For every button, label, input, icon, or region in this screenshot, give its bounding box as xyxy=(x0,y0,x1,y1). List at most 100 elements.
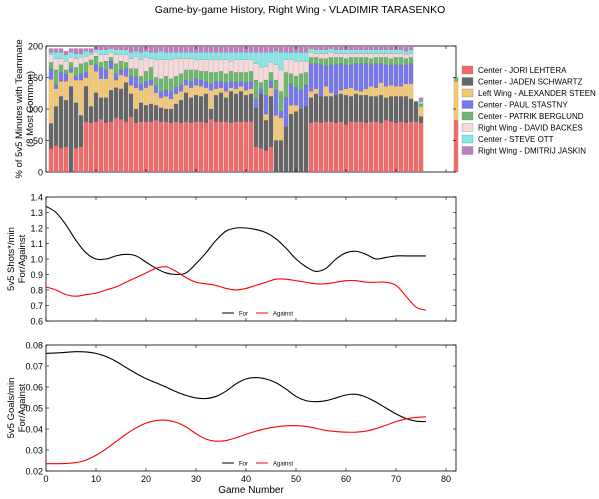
bar-segment-game-17-series-2 xyxy=(128,84,134,94)
bar-segment-game-5-series-1 xyxy=(68,86,74,173)
bar-segment-game-10-series-6 xyxy=(93,49,99,53)
bar-segment-game-21-series-4 xyxy=(148,67,154,81)
series-line-against xyxy=(45,266,427,311)
legend-swatch-0 xyxy=(461,65,474,75)
bar-segment-game-40-series-3 xyxy=(243,82,249,91)
bar-segment-game-3-series-3 xyxy=(58,72,64,82)
bar-segment-game-24-series-1 xyxy=(163,108,169,122)
bar-segment-game-63-series-2 xyxy=(358,91,364,96)
bar-segment-game-5-series-3 xyxy=(68,68,74,73)
bar-segment-game-61-series-5 xyxy=(348,53,354,58)
bar-segment-game-70-series-2 xyxy=(393,86,399,97)
bar-segment-game-23-series-5 xyxy=(158,59,164,79)
bar-segment-game-54-series-3 xyxy=(313,63,319,89)
bar-segment-game-22-series-2 xyxy=(153,92,159,106)
bar-segment-game-11-series-0 xyxy=(98,119,104,173)
bar-segment-game-12-series-4 xyxy=(103,61,109,71)
bar-segment-game-20-series-3 xyxy=(143,81,149,88)
bar-segment-game-47-series-3 xyxy=(278,111,284,118)
bar-segment-game-44-series-7 xyxy=(263,45,269,53)
bar-segment-game-8-series-0 xyxy=(83,121,89,173)
bar-segment-game-34-series-7 xyxy=(213,45,219,53)
bar-segment-game-54-series-1 xyxy=(313,93,319,122)
bar-segment-game-71-series-4 xyxy=(398,57,404,65)
bar-segment-game-62-series-5 xyxy=(353,53,359,58)
bar-segment-game-21-series-5 xyxy=(148,58,154,68)
legend-swatch-4 xyxy=(461,111,474,121)
bar-segment-game-59-series-7 xyxy=(338,45,344,50)
y-tick-label: 150 xyxy=(28,73,43,83)
bar-segment-game-15-series-1 xyxy=(118,88,124,120)
bar-segment-game-19-series-1 xyxy=(138,102,144,122)
panel-goals: 0.02 0.03 0.04 0.05 0.06 0.07 0.08 0 10 20 30 40 50… xyxy=(6,46,457,496)
bar-segment-game-38-series-1 xyxy=(233,93,239,122)
bar-segment-game-28-series-0 xyxy=(183,121,189,173)
panel-shots-y-ticks: 0.6 0.7 0.8 0.9 1.0 1.1 1.2 1.3 1.4 xyxy=(30,193,456,327)
x-tick-label: 70 xyxy=(391,474,401,484)
bar-segment-game-58-series-1 xyxy=(333,95,339,123)
bar-segment-game-23-series-2 xyxy=(158,97,164,108)
bar-segment-game-74-series-1 xyxy=(413,101,419,122)
bar-segment-game-50-series-1 xyxy=(293,111,299,173)
bar-segment-game-52-series-6 xyxy=(303,52,309,62)
bar-segment-game-14-series-1 xyxy=(113,87,119,118)
bar-segment-game-40-series-6 xyxy=(243,52,249,60)
bar-segment-game-58-series-5 xyxy=(333,53,339,58)
bar-segment-game-39-series-4 xyxy=(238,72,244,82)
y-tick-label: 0.02 xyxy=(25,467,43,477)
bar-segment-game-38-series-6 xyxy=(233,52,239,60)
bar-segment-game-73-series-5 xyxy=(408,53,414,58)
bar-segment-game-12-series-0 xyxy=(103,122,109,173)
bar-segment-game-29-series-2 xyxy=(188,87,194,98)
bar-segment-game-4-series-6 xyxy=(63,54,69,62)
bar-segment-game-61-series-4 xyxy=(348,57,354,65)
bar-segment-game-72-series-3 xyxy=(403,64,409,84)
bar-segment-game-11-series-4 xyxy=(98,62,104,68)
bar-segment-game-46-series-2 xyxy=(273,115,279,141)
x-tick-label: 50 xyxy=(291,474,301,484)
bar-segment-game-27-series-5 xyxy=(178,58,184,74)
bar-segment-game-17-series-6 xyxy=(128,52,134,59)
bar-segment-game-36-series-7 xyxy=(223,45,229,53)
bar-segment-game-48-series-3 xyxy=(283,97,289,127)
bar-segment-game-9-series-4 xyxy=(88,59,94,65)
bar-segment-game-52-series-1 xyxy=(303,106,309,173)
bar-segment-game-9-series-7 xyxy=(88,48,94,53)
bar-segment-game-59-series-6 xyxy=(338,49,344,54)
bar-segment-game-11-series-3 xyxy=(98,67,104,79)
bar-segment-game-4-series-4 xyxy=(63,69,69,74)
bar-segment-game-46-series-3 xyxy=(273,90,279,116)
bar-segment-game-22-series-3 xyxy=(153,86,159,93)
bar-segment-game-57-series-0 xyxy=(328,121,334,173)
legend-label-against: Against xyxy=(273,312,293,318)
bar-segment-game-75-series-6 xyxy=(418,101,424,105)
bar-segment-game-64-series-6 xyxy=(363,49,369,54)
bar-segment-game-38-series-2 xyxy=(233,88,239,94)
bar-segment-game-21-series-7 xyxy=(148,45,154,53)
bar-segment-game-35-series-2 xyxy=(218,87,224,93)
legend-swatch-2 xyxy=(461,88,474,98)
bar-segment-game-57-series-4 xyxy=(328,57,334,65)
bar-segment-game-39-series-3 xyxy=(238,81,244,87)
bar-segment-game-8-series-1 xyxy=(83,86,89,122)
bar-segment-game-46-series-7 xyxy=(273,45,279,52)
bar-segment-game-57-series-5 xyxy=(328,52,334,58)
bar-segment-game-46-series-6 xyxy=(273,50,279,65)
bar-segment-game-45-series-6 xyxy=(268,52,274,63)
bar-segment-game-9-series-1 xyxy=(88,106,94,123)
bar-segment-game-32-series-7 xyxy=(203,45,209,53)
bar-segment-game-33-series-1 xyxy=(208,108,214,120)
bar-segment-game-55-series-0 xyxy=(318,122,324,173)
bar-segment-game-36-series-0 xyxy=(223,121,229,173)
bar-segment-game-64-series-0 xyxy=(363,122,369,173)
bar-segment-game-42-series-5 xyxy=(253,63,259,81)
bar-segment-game-2-series-1 xyxy=(53,106,59,146)
bar-segment-game-39-series-2 xyxy=(238,86,244,92)
bar-segment-game-26-series-3 xyxy=(173,87,179,94)
panel-goals-y-ticks: 0.02 0.03 0.04 0.05 0.06 0.07 0.08 xyxy=(25,341,456,477)
bar-segment-game-82-series-4 xyxy=(453,77,459,82)
x-tick-label: 80 xyxy=(441,474,451,484)
bar-segment-game-37-series-6 xyxy=(228,52,234,62)
bar-segment-game-20-series-6 xyxy=(143,50,149,58)
bar-segment-game-36-series-1 xyxy=(223,97,229,122)
